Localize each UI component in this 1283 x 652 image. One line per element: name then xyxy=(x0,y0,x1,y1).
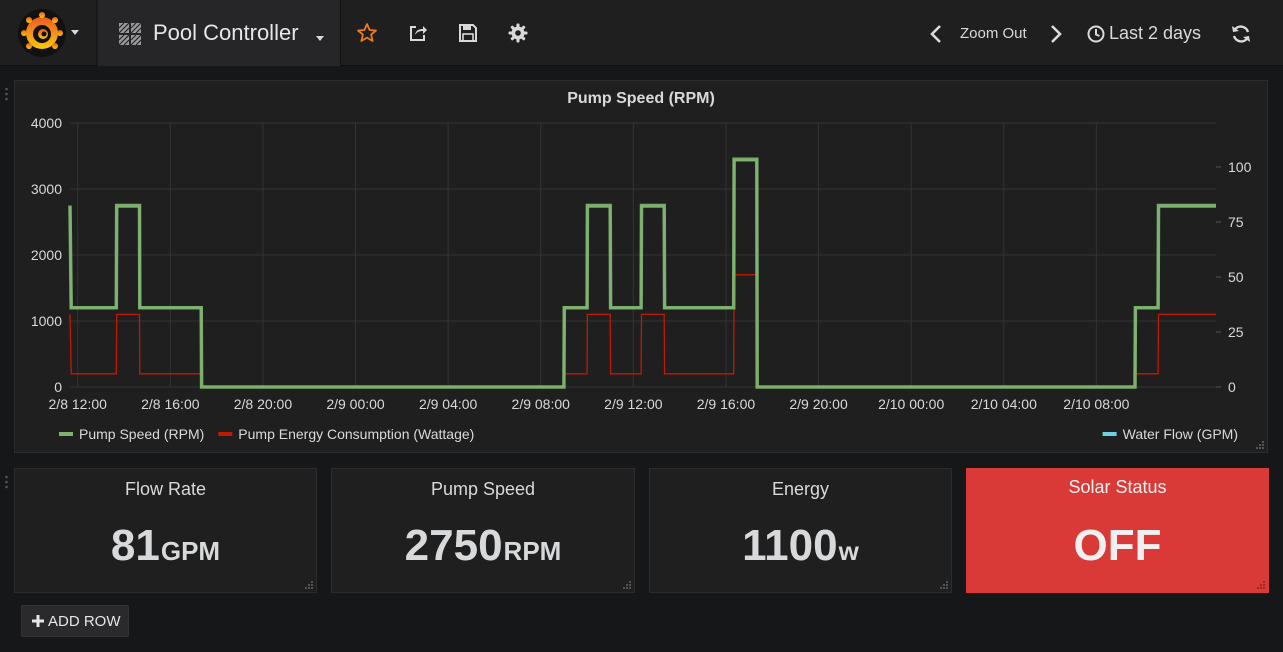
chevron-down-icon xyxy=(71,30,79,35)
stat-value: 81GPM xyxy=(15,521,316,571)
y2-axis-tick-label: 50 xyxy=(1228,269,1244,285)
dashboard-picker[interactable]: Pool Controller xyxy=(98,0,341,66)
panel-resize-handle[interactable] xyxy=(1256,580,1266,590)
save-icon[interactable] xyxy=(457,22,479,44)
star-icon[interactable] xyxy=(356,22,378,44)
zoom-out-button[interactable]: Zoom Out xyxy=(960,25,1027,42)
x-axis-tick-label: 2/10 04:00 xyxy=(971,396,1037,412)
series-line-pump-speed-rpm xyxy=(68,157,1216,389)
solar-status-stat-panel: Solar Status OFF xyxy=(966,468,1269,593)
chevron-left-icon[interactable] xyxy=(928,24,944,44)
stat-number: 2750 xyxy=(404,521,503,570)
y-axis-tick-label: 1000 xyxy=(31,313,62,329)
add-row-label: ADD ROW xyxy=(48,613,121,630)
panel-title[interactable]: Pump Speed (RPM) xyxy=(567,90,715,107)
share-icon[interactable] xyxy=(407,22,429,44)
stat-title[interactable]: Solar Status xyxy=(1068,477,1167,497)
x-axis-tick-label: 2/9 04:00 xyxy=(419,396,478,412)
x-axis-tick-label: 2/8 20:00 xyxy=(234,396,293,412)
y-axis-tick-label: 2000 xyxy=(31,247,62,263)
energy-stat-panel: Energy 1100w xyxy=(649,468,952,593)
stat-value: 2750RPM xyxy=(332,521,634,571)
chevron-down-icon xyxy=(316,36,324,41)
panel-resize-handle[interactable] xyxy=(939,580,949,590)
panel-resize-handle[interactable] xyxy=(304,580,314,590)
stat-number: 1100 xyxy=(742,521,838,570)
gear-icon[interactable] xyxy=(507,22,529,44)
legend-item[interactable]: Pump Energy Consumption (Wattage) xyxy=(238,426,474,442)
panel-resize-handle[interactable] xyxy=(1255,440,1265,450)
stat-number: 81 xyxy=(110,521,160,570)
legend-item[interactable]: Pump Speed (RPM) xyxy=(79,426,204,442)
stat-unit: RPM xyxy=(503,536,562,566)
y-axis-tick-label: 3000 xyxy=(31,181,62,197)
x-axis-tick-label: 2/9 08:00 xyxy=(512,396,571,412)
y2-axis-tick-label: 75 xyxy=(1228,214,1244,230)
grafana-logo-icon xyxy=(18,9,66,57)
panel-resize-handle[interactable] xyxy=(622,580,632,590)
row-drag-handle[interactable] xyxy=(4,474,9,494)
stat-title[interactable]: Energy xyxy=(771,479,830,499)
stat-number: OFF xyxy=(1073,521,1162,570)
stat-value: OFF xyxy=(967,521,1268,571)
stat-title[interactable]: Flow Rate xyxy=(124,479,207,499)
x-axis-tick-label: 2/8 16:00 xyxy=(141,396,200,412)
stat-unit: GPM xyxy=(160,536,221,566)
series-line-water-flow-gpm xyxy=(69,159,1216,388)
x-axis-tick-label: 2/9 00:00 xyxy=(326,396,385,412)
clock-icon xyxy=(1087,25,1105,43)
y-axis-tick-label: 4000 xyxy=(31,115,62,131)
x-axis-tick-label: 2/10 08:00 xyxy=(1063,396,1129,412)
series-line-pump-energy-consumption-wattage xyxy=(69,274,1216,388)
x-axis-tick-label: 2/10 00:00 xyxy=(878,396,944,412)
top-navbar: Pool Controller Zoom Out Last xyxy=(0,0,1283,66)
legend-item[interactable]: Water Flow (GPM) xyxy=(1123,426,1238,442)
stat-title[interactable]: Pump Speed xyxy=(430,479,536,499)
add-row-button[interactable]: ADD ROW xyxy=(21,605,129,637)
row-drag-handle[interactable] xyxy=(4,86,9,106)
y2-axis-tick-label: 100 xyxy=(1228,159,1252,175)
x-axis-tick-label: 2/9 20:00 xyxy=(789,396,848,412)
time-range-label: Last 2 days xyxy=(1109,23,1202,43)
dashboard-title: Pool Controller xyxy=(153,20,299,45)
legend-swatch xyxy=(1102,432,1117,436)
grafana-menu-button[interactable] xyxy=(0,0,97,66)
pump-speed-stat-panel: Pump Speed 2750RPM xyxy=(331,468,635,593)
flow-rate-stat-panel: Flow Rate 81GPM xyxy=(14,468,317,593)
y-axis-tick-label: 0 xyxy=(54,379,62,395)
legend-swatch xyxy=(218,432,233,436)
pump-speed-graph-panel: Pump Speed (RPM) 0 1000 2000 3000 4000 0 25 50 7… xyxy=(14,80,1268,453)
plus-icon xyxy=(32,615,44,627)
stat-value: 1100w xyxy=(650,521,951,571)
dashboard-grid-icon xyxy=(118,22,142,46)
y2-axis-tick-label: 25 xyxy=(1228,324,1244,340)
x-axis-tick-label: 2/8 12:00 xyxy=(49,396,108,412)
y2-axis-tick-label: 0 xyxy=(1228,379,1236,395)
pump-speed-chart: 0 1000 2000 3000 4000 0 25 50 75 100 2/8 12:00 2/8 … xyxy=(31,115,1252,442)
x-axis-tick-label: 2/9 16:00 xyxy=(697,396,756,412)
legend-swatch xyxy=(59,432,73,436)
chevron-right-icon[interactable] xyxy=(1048,24,1064,44)
stat-unit: w xyxy=(838,536,859,566)
refresh-icon[interactable] xyxy=(1230,23,1252,45)
x-axis-tick-label: 2/9 12:00 xyxy=(604,396,663,412)
